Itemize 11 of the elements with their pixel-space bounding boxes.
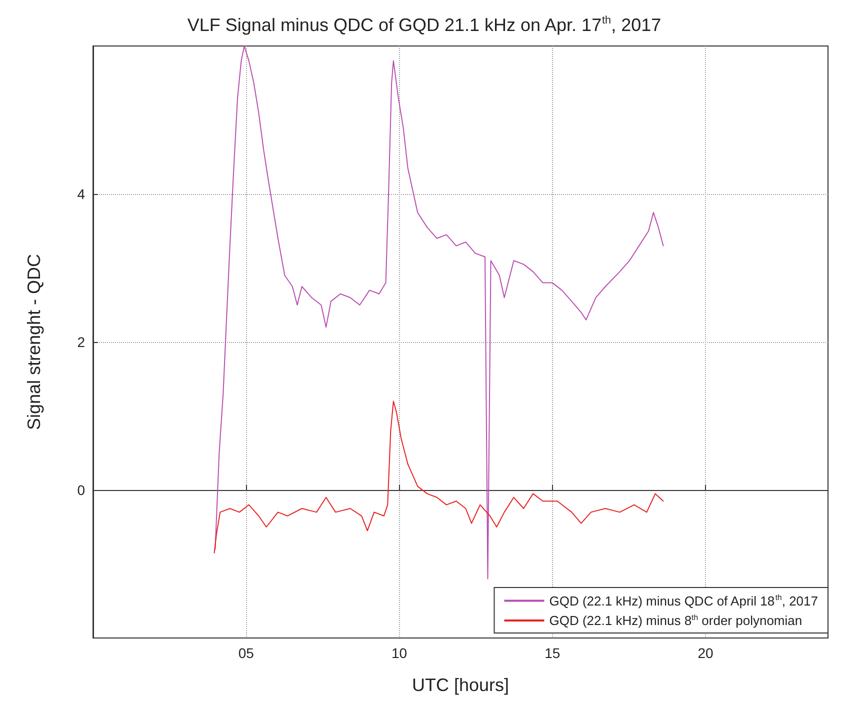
line-series xyxy=(214,400,664,554)
y-axis-title: Signal strenght - QDC xyxy=(24,254,44,430)
x-tick-label: 20 xyxy=(698,645,714,661)
x-tick-label: 10 xyxy=(391,645,408,661)
y-tick-label: 0 xyxy=(77,482,86,498)
x-axis-title: UTC [hours] xyxy=(412,675,510,695)
x-tick-label: 05 xyxy=(238,645,254,661)
x-tick-label: 15 xyxy=(544,645,560,661)
y-tick-label: 4 xyxy=(77,186,86,202)
y-tick-label: 2 xyxy=(77,334,86,350)
line-series xyxy=(214,46,664,580)
